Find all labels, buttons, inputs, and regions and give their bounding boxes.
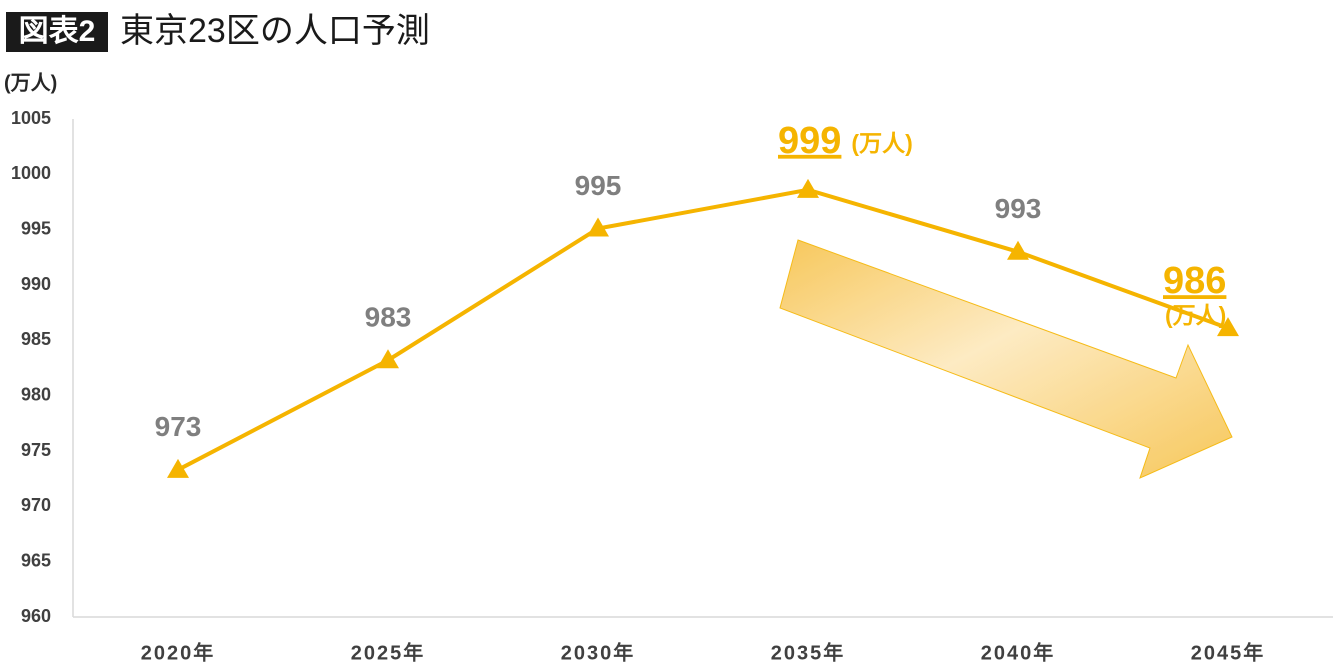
x-tick-label: 2020年 [141, 640, 216, 664]
value-label: 986 [1163, 260, 1226, 302]
point-marker [377, 349, 399, 369]
y-tick-label: 970 [21, 495, 51, 515]
value-label: 999 [778, 120, 841, 162]
badge: 図表2 [19, 15, 96, 48]
y-tick-label: 1005 [11, 108, 51, 128]
y-tick-label: 985 [21, 329, 51, 349]
trend-arrow [779, 239, 1233, 479]
chart-title: 東京23区の人口予測 [120, 12, 430, 50]
value-label: 993 [995, 193, 1042, 224]
badge-box [6, 12, 108, 52]
point-marker [1217, 317, 1239, 337]
annotation: (万人) [1165, 302, 1226, 328]
y-tick-label: 980 [21, 384, 51, 404]
y-tick-label: 975 [21, 440, 51, 460]
y-tick-label: 1000 [11, 163, 51, 183]
x-tick-label: 2040年 [981, 640, 1056, 664]
value-label: 995 [575, 170, 622, 201]
series-line [177, 187, 1229, 472]
x-tick-label: 2030年 [561, 640, 636, 664]
value-label: 983 [365, 302, 412, 333]
value-label: 973 [155, 411, 202, 442]
y-axis-label: (万人) [4, 71, 57, 94]
point-marker [587, 217, 609, 237]
x-tick-label: 2025年 [351, 640, 426, 664]
point-marker [1007, 240, 1029, 260]
y-tick-label: 995 [21, 218, 51, 238]
x-tick-label: 2035年 [771, 640, 846, 664]
annotation: (万人) [851, 130, 912, 156]
y-tick-label: 960 [21, 606, 51, 626]
y-tick-label: 990 [21, 274, 51, 294]
point-marker [797, 178, 819, 198]
point-marker [167, 458, 189, 478]
y-tick-label: 965 [21, 550, 51, 570]
x-tick-label: 2045年 [1191, 640, 1266, 664]
